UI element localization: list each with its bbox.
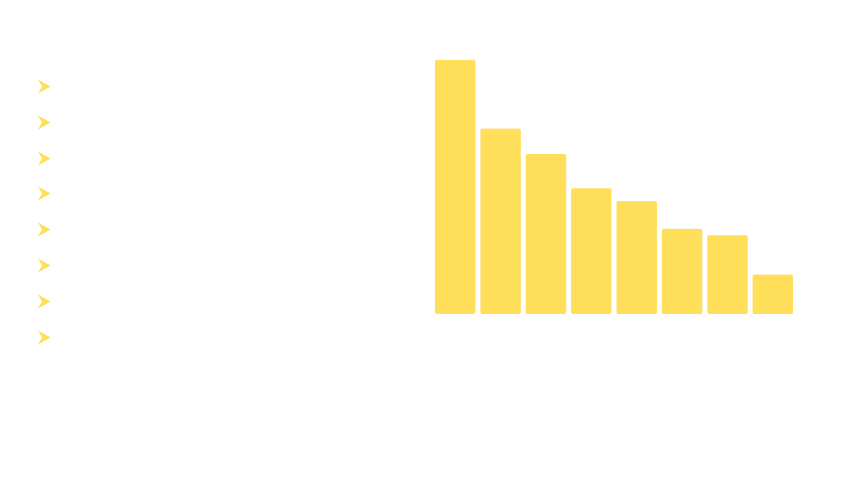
chevron-right-icon [38,186,51,201]
chevron-right-icon [38,151,51,166]
list-item [36,150,62,186]
bar [480,128,521,314]
chevron-right-icon [38,258,51,273]
chevron-right-icon [38,294,51,309]
chevron-right-icon [38,222,51,237]
bullet-list [36,78,62,364]
list-item [36,257,62,293]
list-item [36,114,62,150]
bar [571,188,612,314]
bar [435,60,476,314]
bar [752,274,793,314]
bar [616,201,657,314]
list-item [36,78,62,114]
chevron-right-icon [38,79,51,94]
list-item [36,329,62,365]
bar [661,228,703,314]
bar [707,235,748,314]
list-item [36,185,62,221]
chevron-right-icon [38,330,51,345]
bar [525,154,567,314]
chevron-right-icon [38,115,51,130]
list-item [36,221,62,257]
list-item [36,293,62,329]
